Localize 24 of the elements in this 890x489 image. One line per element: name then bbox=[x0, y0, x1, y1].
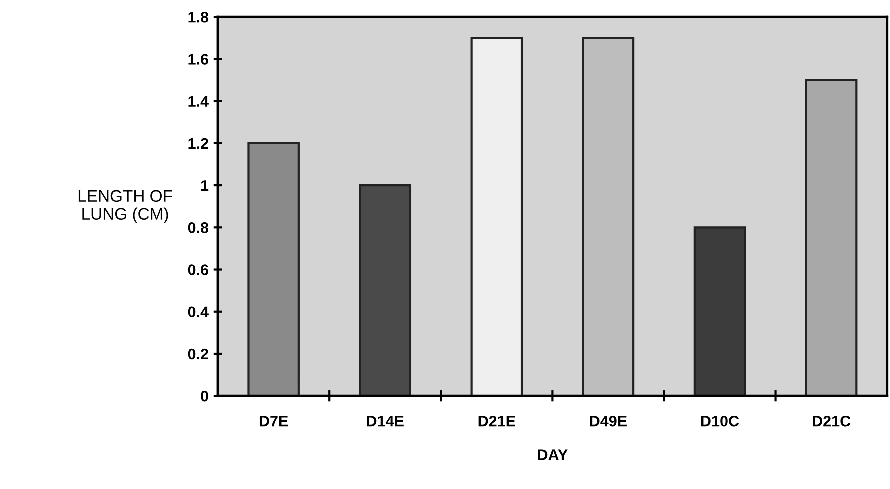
x-tick-label: D21E bbox=[478, 416, 516, 427]
y-tick-label: 0.8 bbox=[188, 222, 209, 234]
y-tick-label: 0.6 bbox=[188, 264, 208, 276]
y-tick-label: 0.2 bbox=[188, 348, 208, 360]
bar bbox=[470, 37, 524, 396]
x-tick-label: D21C bbox=[813, 416, 851, 427]
y-tick-label: 1 bbox=[201, 180, 209, 192]
bar bbox=[359, 184, 412, 396]
y-tick-label: 1.6 bbox=[188, 54, 208, 65]
y-tick-label: 0.4 bbox=[188, 306, 209, 318]
x-tick-label: D7E bbox=[260, 416, 288, 427]
x-tick-label: D10C bbox=[702, 416, 740, 427]
x-tick-label: D14E bbox=[367, 416, 404, 427]
bar bbox=[582, 37, 635, 396]
bar bbox=[694, 226, 746, 396]
y-axis-title: LENGTH OF LUNG (CM) bbox=[78, 190, 172, 224]
x-axis-title: DAY bbox=[538, 450, 568, 460]
bar bbox=[248, 142, 300, 396]
y-tick-label: 0 bbox=[201, 390, 208, 402]
y-tick-label: 1.8 bbox=[188, 12, 209, 23]
y-tick-label: 1.2 bbox=[188, 138, 208, 149]
bar bbox=[805, 79, 858, 396]
x-tick-label: D49E bbox=[590, 416, 627, 427]
y-tick-label: 1.4 bbox=[188, 96, 209, 107]
